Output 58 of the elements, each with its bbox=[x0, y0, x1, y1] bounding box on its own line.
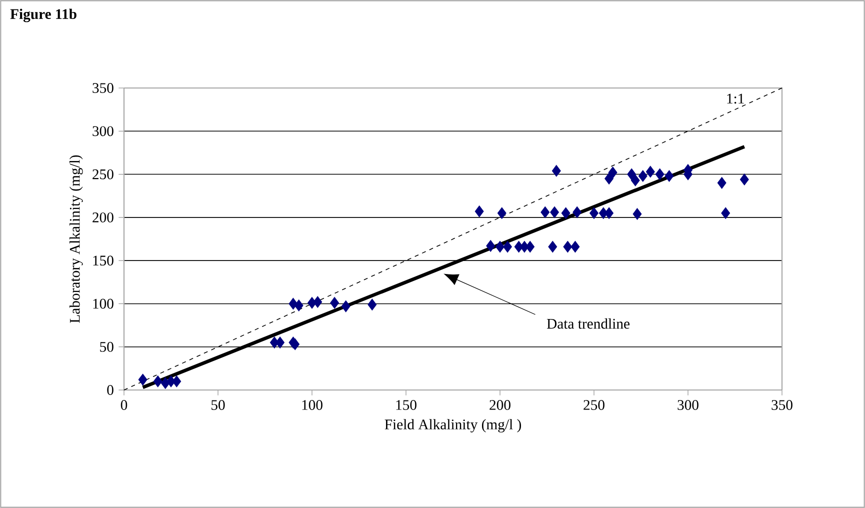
y-tick-label: 100 bbox=[93, 298, 114, 309]
point bbox=[561, 207, 570, 219]
x-tick-label: 250 bbox=[584, 400, 604, 410]
point bbox=[604, 207, 614, 219]
point bbox=[496, 240, 504, 253]
chart-title: Figure 11b bbox=[10, 8, 76, 22]
point bbox=[563, 240, 572, 253]
point bbox=[172, 376, 182, 388]
point bbox=[540, 206, 550, 218]
point bbox=[717, 177, 726, 189]
x-tick-label: 200 bbox=[490, 400, 510, 410]
point bbox=[474, 206, 484, 218]
x-axis-title: Field Alkalinity (mg/l ) bbox=[384, 419, 522, 432]
x-tick-label: 350 bbox=[772, 400, 792, 410]
point bbox=[550, 206, 559, 218]
point bbox=[341, 300, 350, 312]
point bbox=[526, 240, 535, 253]
y-axis-title: Laboratory Alkalinity (mg/l) bbox=[69, 155, 83, 323]
point bbox=[740, 174, 749, 186]
point bbox=[486, 240, 496, 252]
point bbox=[276, 336, 285, 348]
point bbox=[330, 296, 340, 309]
point bbox=[664, 170, 674, 182]
point bbox=[721, 207, 730, 219]
point bbox=[572, 206, 582, 218]
point bbox=[570, 240, 580, 253]
point bbox=[627, 168, 636, 180]
y-tick-label: 200 bbox=[92, 212, 114, 222]
point bbox=[313, 296, 322, 308]
x-tick-label: 50 bbox=[212, 400, 225, 410]
point bbox=[548, 240, 558, 253]
point bbox=[604, 172, 614, 184]
point bbox=[632, 208, 642, 220]
x-tick-label: 0 bbox=[120, 400, 128, 410]
x-tick-label: 150 bbox=[396, 400, 416, 410]
annotation: Data trendline bbox=[546, 318, 630, 329]
point bbox=[138, 374, 148, 386]
point bbox=[153, 376, 162, 388]
point bbox=[608, 166, 618, 178]
point bbox=[638, 170, 648, 182]
x-tick-label: 300 bbox=[678, 400, 698, 410]
y-tick-label: 0 bbox=[107, 385, 114, 395]
point bbox=[630, 174, 640, 186]
series-label: 1:1 bbox=[727, 94, 744, 104]
point bbox=[552, 164, 561, 177]
y-tick-label: 300 bbox=[92, 126, 114, 136]
point bbox=[497, 207, 506, 219]
x-tick-label: 100 bbox=[302, 400, 322, 410]
point bbox=[503, 240, 512, 253]
point bbox=[294, 300, 304, 312]
y-tick-label: 250 bbox=[92, 169, 114, 180]
y-tick-label: 50 bbox=[100, 342, 114, 352]
point bbox=[590, 207, 598, 219]
point bbox=[655, 168, 664, 180]
point bbox=[646, 166, 655, 178]
point bbox=[368, 298, 377, 310]
y-tick-label: 150 bbox=[93, 256, 114, 266]
y-tick-label: 350 bbox=[92, 83, 114, 93]
